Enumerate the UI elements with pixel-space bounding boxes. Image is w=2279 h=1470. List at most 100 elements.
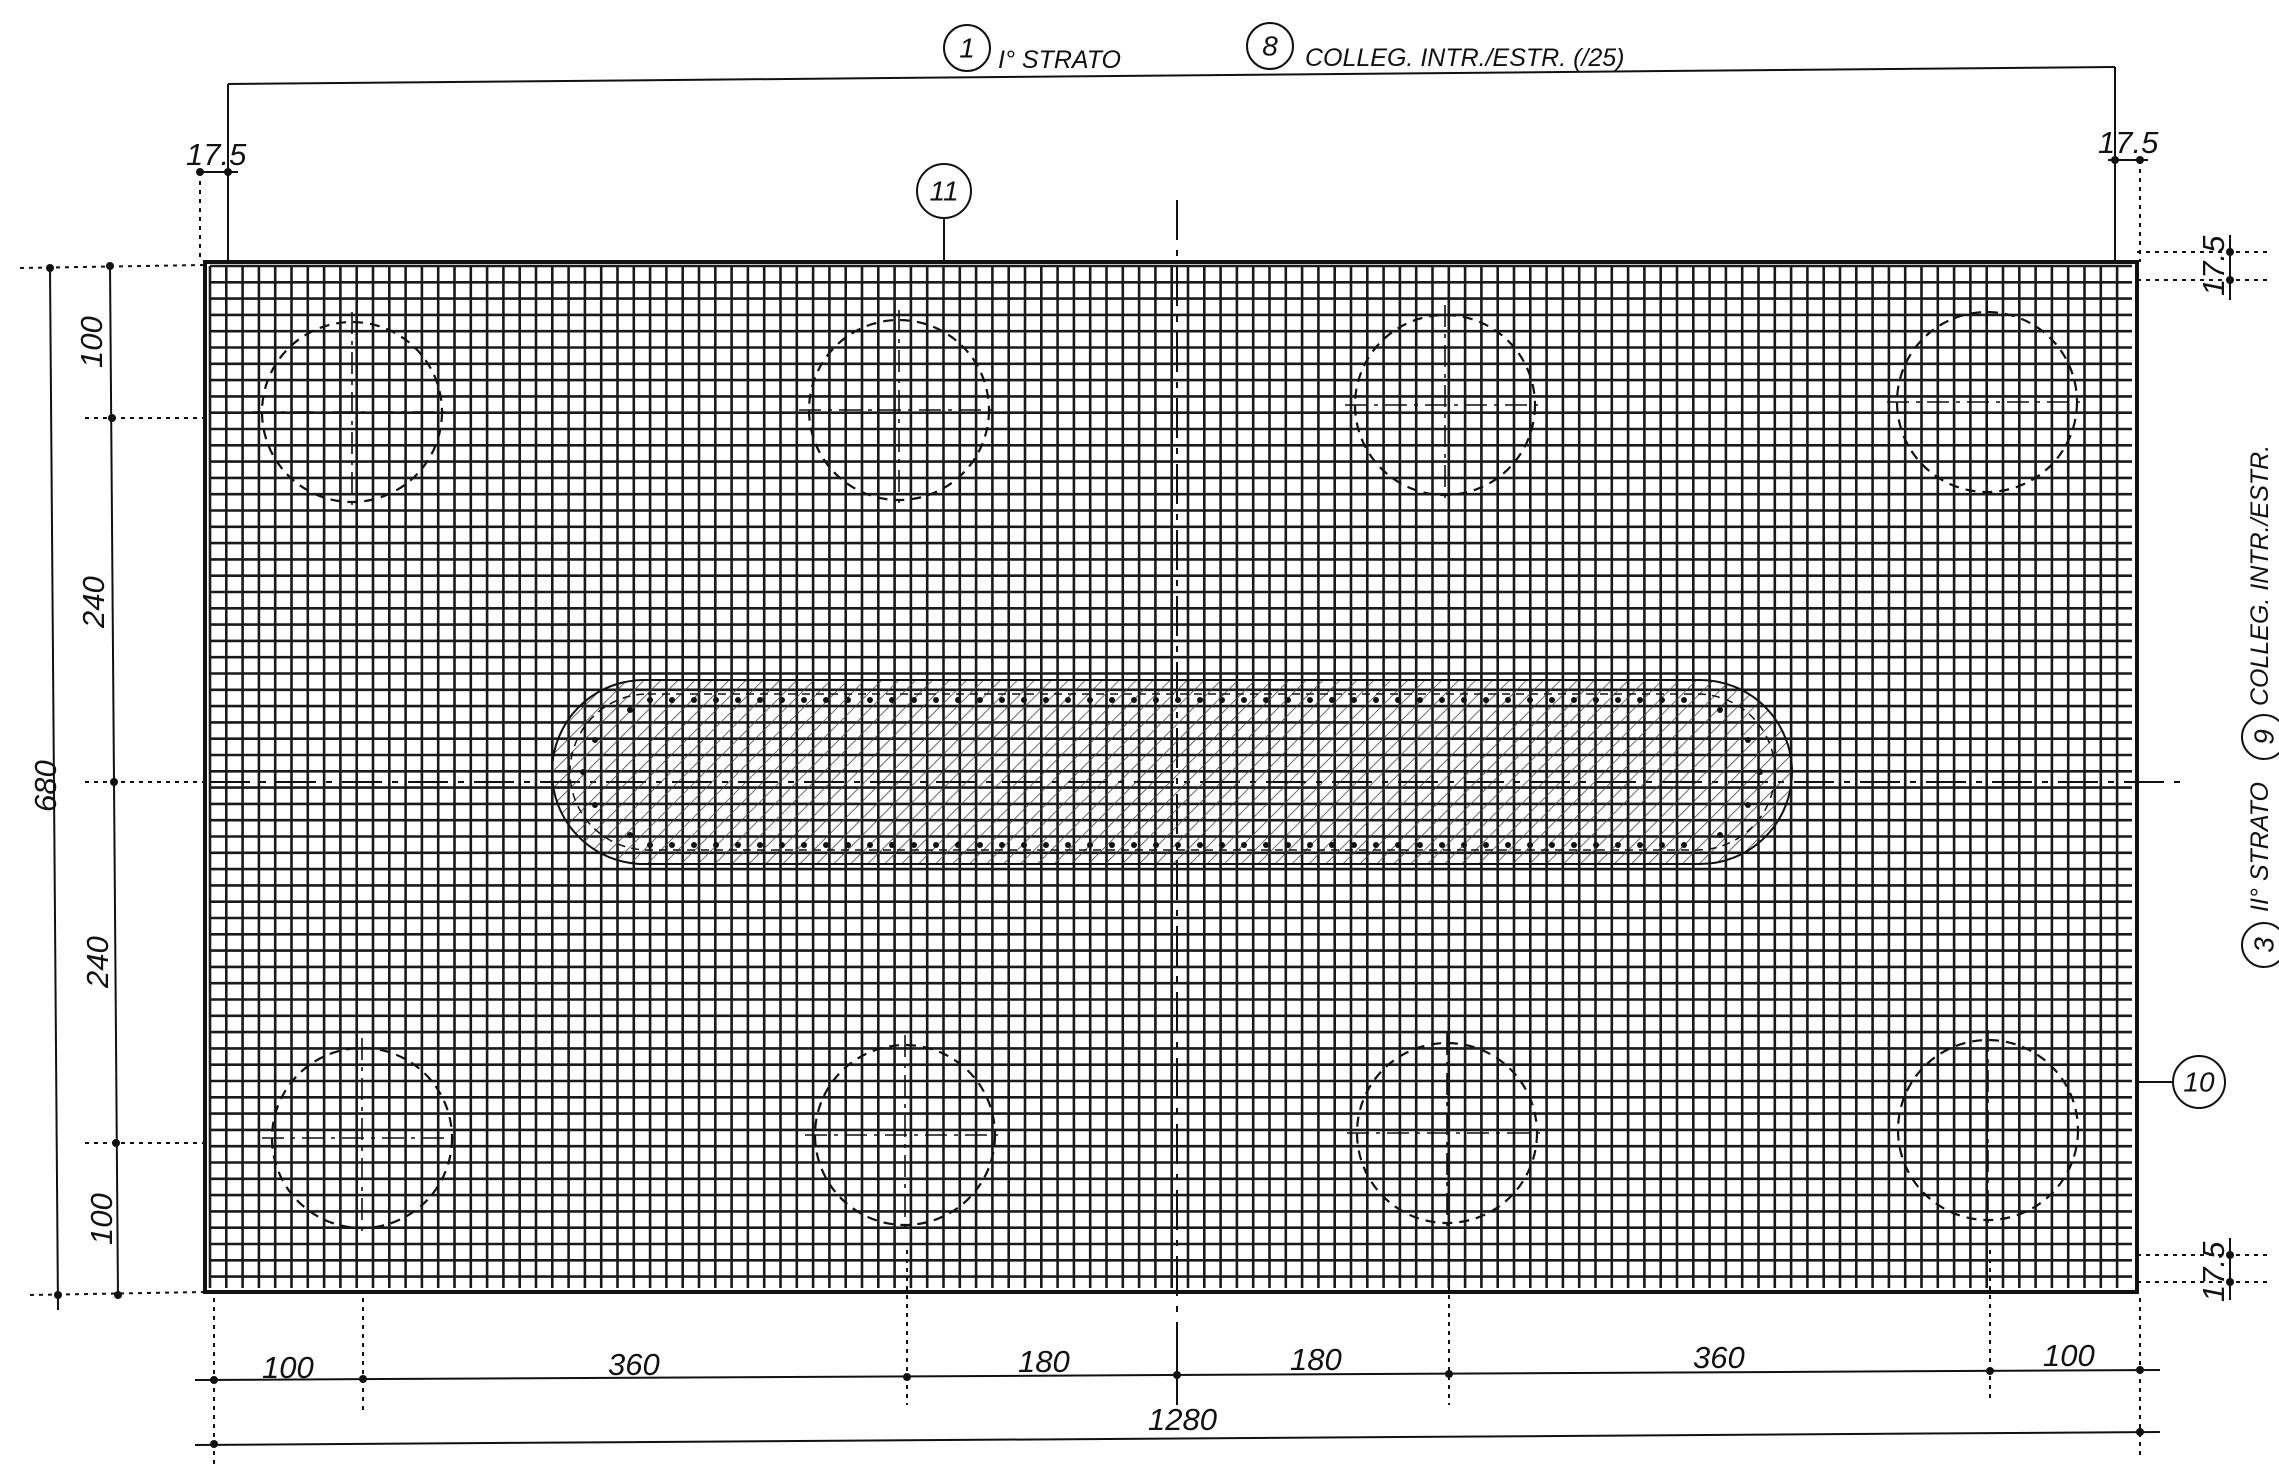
column-bar [1745,802,1751,808]
column-bar [1373,842,1379,848]
dim-bottom-6: 100 [2043,1338,2095,1373]
callout-11-number: 11 [929,176,958,207]
callout-9: 9 COLLEG. INTR./ESTR. [2241,445,2279,760]
callout-9-number: 9 [2249,729,2279,745]
column-bar [955,842,961,848]
column-bar [1571,697,1577,703]
column-bar [1043,697,1049,703]
column-bar [1717,832,1723,838]
callout-10: 10 [2172,1055,2226,1109]
column-bar [1153,842,1159,848]
column-bar [691,842,697,848]
column-bar [1483,842,1489,848]
cover-right-top: 17.5 [2196,235,2231,296]
column-bar [627,707,633,713]
column-bar [1351,842,1357,848]
column-bar [977,842,983,848]
column-bar [735,842,741,848]
column-bar [1549,842,1555,848]
column-bar [1757,769,1763,775]
column-bar [867,697,873,703]
column-bar [1681,697,1687,703]
column-bar [1263,697,1269,703]
column-bar [1637,842,1643,848]
column-bar [1395,697,1401,703]
column-bar [757,697,763,703]
column-bar [999,842,1005,848]
column-bar [757,842,763,848]
column-bar [1109,697,1115,703]
column-bar [1527,842,1533,848]
central-column-inner-outline [569,693,1776,851]
column-bar [933,842,939,848]
column-bar [867,842,873,848]
column-bar [1153,697,1159,703]
column-bar [1417,697,1423,703]
cover-right-bottom: 17.5 [2196,1241,2231,1302]
column-bar [823,697,829,703]
dim-bottom-5: 360 [1693,1340,1745,1375]
column-bar [1615,697,1621,703]
column-bar [1505,842,1511,848]
column-bar [1571,842,1577,848]
callout-8-label: COLLEG. INTR./ESTR. (/25) [1305,44,1625,72]
callout-1-number: 1 [959,33,975,64]
callout-1: 1 I° STRATO [943,24,1121,74]
column-bar [1593,697,1599,703]
column-bar [779,842,785,848]
column-bar [1439,697,1445,703]
callout-8: 8 COLLEG. INTR./ESTR. (/25) [1246,22,1625,72]
column-bar [1131,697,1137,703]
column-bar [911,697,917,703]
column-bar [1021,697,1027,703]
column-bar [1219,842,1225,848]
column-bar [1505,697,1511,703]
column-bar [1241,697,1247,703]
column-bar [911,842,917,848]
column-bar [1109,842,1115,848]
column-bar [889,697,895,703]
column-bar [1307,842,1313,848]
column-bar [1461,842,1467,848]
column-bar [1637,697,1643,703]
footing-outline [203,260,2139,1294]
cover-top-left: 17.5 [186,137,247,172]
column-bar [1373,697,1379,703]
dimension-lines [19,66,2270,1465]
column-bar [845,842,851,848]
column-bar [580,769,586,775]
column-bar [735,697,741,703]
dim-bottom-2: 360 [608,1347,660,1382]
column-bar [1745,737,1751,743]
callout-3-label: II° STRATO [2246,782,2274,912]
column-bar [999,697,1005,703]
dim-total-height: 680 [28,760,63,812]
column-bar [977,697,983,703]
column-bar [801,842,807,848]
column-bar [669,842,675,848]
column-bar [845,697,851,703]
column-bar [1615,842,1621,848]
dim-total-width: 1280 [1148,1402,1217,1437]
column-bar [1307,697,1313,703]
column-bar [1197,697,1203,703]
dim-bottom-1: 100 [262,1350,314,1385]
column-bar [1175,697,1181,703]
column-bar [669,697,675,703]
column-bar [1329,697,1335,703]
column-bar [713,842,719,848]
column-bar [1417,842,1423,848]
column-bar [1717,707,1723,713]
column-bar [1241,842,1247,848]
column-bar [691,697,697,703]
column-bar [1175,842,1181,848]
column-bar [1329,842,1335,848]
column-bar [801,697,807,703]
column-bar [1021,842,1027,848]
column-bar [1461,697,1467,703]
column-longitudinal-bars [580,697,1763,848]
column-bar [592,802,598,808]
cover-top-right: 17.5 [2098,125,2159,160]
column-bar [933,697,939,703]
